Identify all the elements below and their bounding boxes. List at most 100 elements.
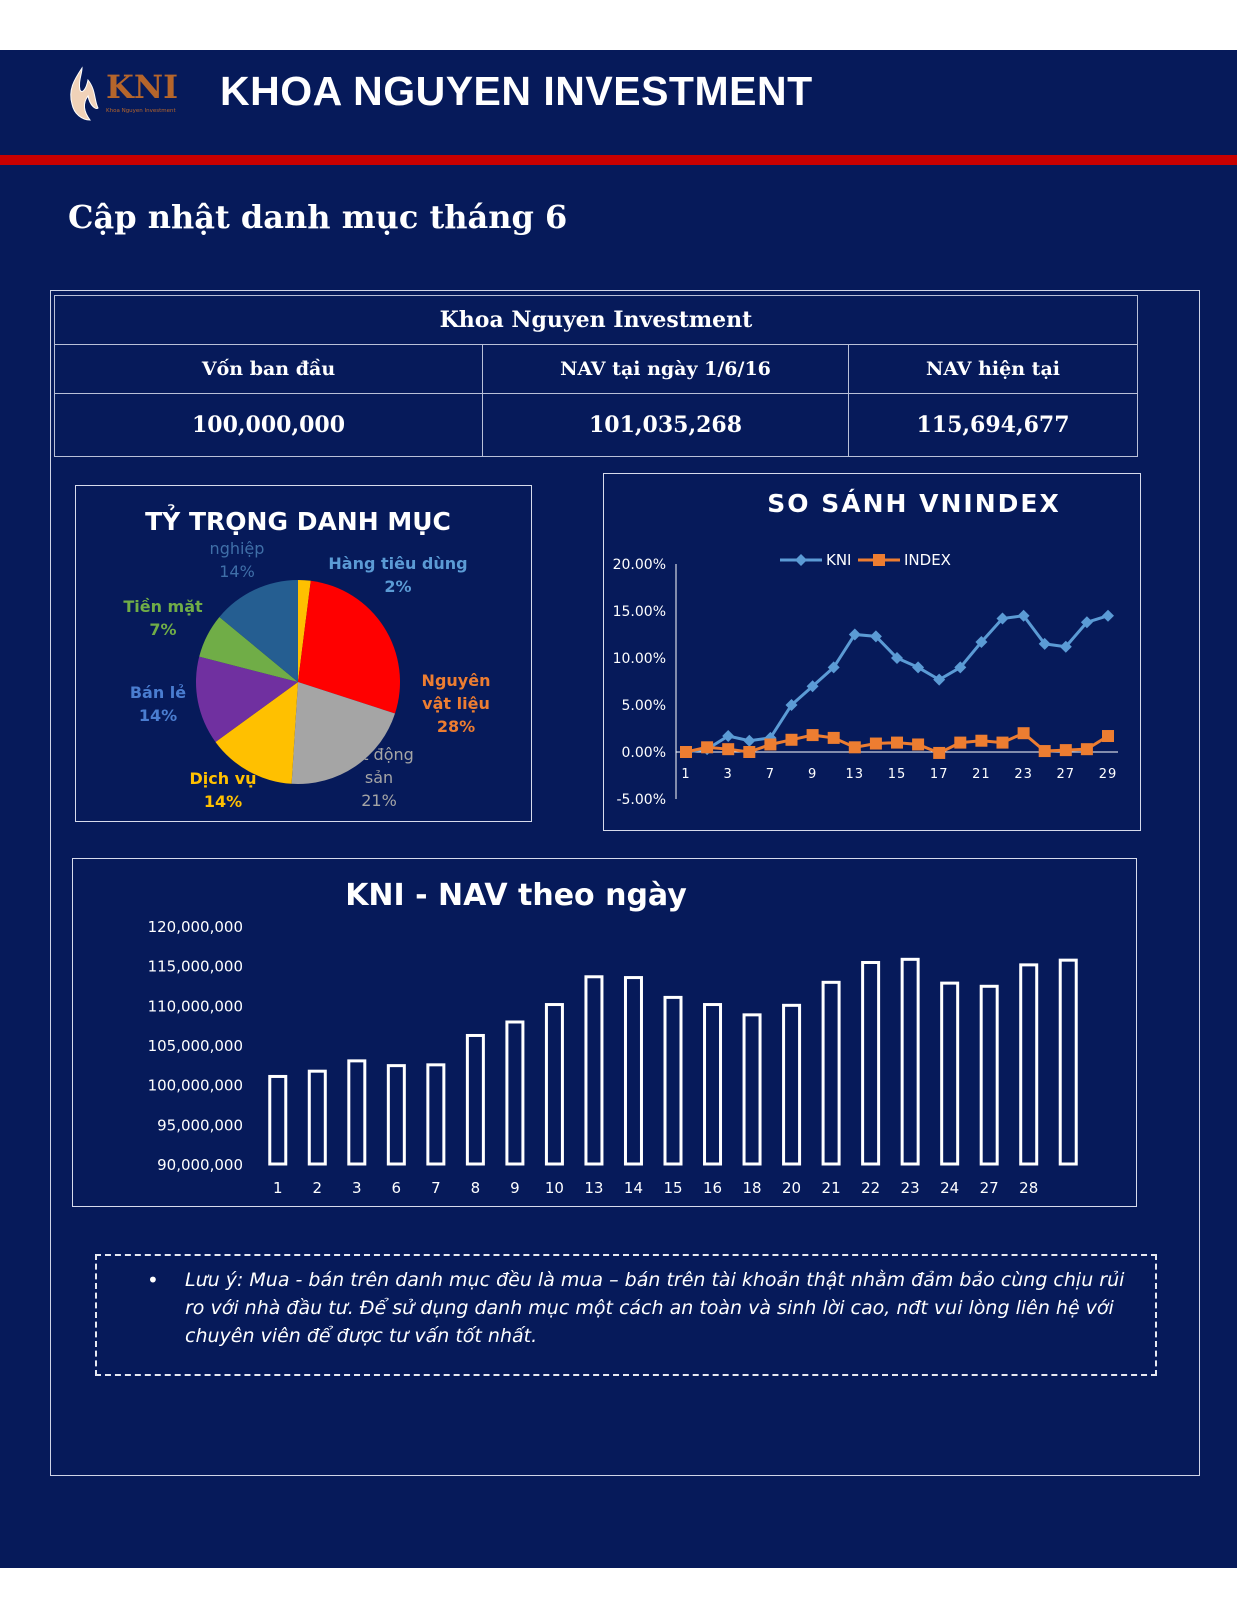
kni-point (869, 630, 882, 643)
bar-x-tick: 13 (584, 1179, 603, 1197)
bar-x-tick: 16 (703, 1179, 722, 1197)
nav-bar (426, 1063, 446, 1166)
header-initial-capital: Vốn ban đầu (54, 344, 483, 394)
bar-x-tick: 24 (940, 1179, 959, 1197)
table-caption-row: Khoa Nguyen Investment (54, 295, 1138, 345)
bar-x-tick: 20 (782, 1179, 801, 1197)
pie-slice-0 (298, 580, 311, 682)
line-series-kni (685, 614, 1109, 754)
index-point (1017, 727, 1030, 740)
bar-x-tick: 23 (901, 1179, 920, 1197)
index-point (680, 746, 692, 758)
nav-bar (1019, 963, 1039, 1166)
bar-y-tick: 95,000,000 (157, 1116, 243, 1134)
index-point (722, 743, 735, 756)
pie-pct-consumer: 2% (384, 577, 411, 596)
bar-y-tick: 100,000,000 (148, 1077, 243, 1095)
line-y-tick: 20.00% (613, 557, 666, 573)
pie-slice-2 (291, 682, 396, 784)
kni-point (1102, 609, 1114, 622)
company-name: KHOA NGUYEN INVESTMENT (220, 68, 813, 114)
line-x-tick: 13 (846, 767, 865, 782)
nav-bar (623, 976, 643, 1166)
index-point (912, 738, 925, 751)
header-divider (0, 155, 1237, 165)
kni-point (1080, 616, 1093, 629)
line-series (680, 609, 1114, 759)
kni-logo: KNI Khoa Nguyen Investment (70, 66, 178, 121)
line-x-tick: 3 (724, 767, 733, 782)
index-point (954, 736, 967, 749)
nav-bar (505, 1020, 525, 1166)
header-nav-current: NAV hiện tại (848, 344, 1138, 394)
nav-bar (307, 1069, 327, 1166)
pie-chart: TỶ TRỌNG DANH MỤC nghiệp 14% Hàng tiêu d… (123, 503, 490, 811)
line-x-tick: 9 (808, 767, 817, 782)
nav-summary-table: Khoa Nguyen Investment Vốn ban đầu NAV t… (54, 295, 1138, 457)
bar-x-tick: 3 (352, 1179, 362, 1197)
bar-chart-panel: KNI - NAV theo ngày 120,000,000 115,000,0… (72, 858, 1137, 1207)
logo-text: KNI (106, 68, 178, 106)
page-title: Cập nhật danh mục tháng 6 (68, 198, 568, 236)
pie-slice-4 (196, 656, 298, 742)
pie-slices (196, 580, 400, 784)
nav-bar (782, 1003, 802, 1166)
nav-bar (900, 957, 920, 1166)
bar-x-tick: 7 (431, 1179, 441, 1197)
legend-kni-label: KNI (826, 551, 851, 569)
pie-slice-5 (199, 616, 298, 682)
pie-pct-realestate: 21% (361, 791, 397, 810)
nav-bar (544, 1003, 564, 1166)
bar-y-axis: 120,000,000 115,000,000 110,000,000 105,000… (148, 918, 243, 1174)
index-point (933, 746, 946, 759)
bar-y-tick: 115,000,000 (148, 958, 243, 976)
table-value-row: 100,000,000 101,035,268 115,694,677 (54, 393, 1138, 457)
bar-chart-title: KNI - NAV theo ngày (345, 878, 687, 913)
pie-label-services: Dịch vụ (189, 769, 256, 788)
bar-x-tick: 2 (313, 1179, 323, 1197)
kni-point (806, 680, 819, 693)
nav-bar (703, 1003, 723, 1166)
bar-series (268, 957, 1078, 1166)
index-point (764, 738, 777, 751)
line-x-tick: 29 (1099, 767, 1118, 782)
kni-point (933, 673, 946, 686)
kni-point (848, 628, 861, 641)
pie-pct-services: 14% (204, 792, 242, 811)
bar-x-tick: 9 (510, 1179, 520, 1197)
pie-slice-1 (298, 580, 400, 714)
line-chart: SO SÁNH VNINDEX KNI INDEX 20.00%15.00%10… (613, 489, 1118, 808)
kni-point (891, 652, 903, 664)
header-nav-start: NAV tại ngày 1/6/16 (482, 344, 849, 394)
value-nav-start: 101,035,268 (482, 393, 849, 457)
nav-bar (821, 980, 841, 1166)
pie-label-cash: Tiền mặt (123, 597, 203, 616)
pie-slice-6 (219, 580, 298, 682)
pie-pct-materials: 28% (437, 717, 475, 736)
pie-label-realestate-2: sản (365, 768, 393, 787)
nav-bar (465, 1033, 485, 1166)
bar-x-tick: 1 (273, 1179, 283, 1197)
pie-pct-industry: 14% (219, 562, 255, 581)
logo-tagline: Khoa Nguyen Investment (106, 108, 177, 114)
bar-x-tick: 15 (663, 1179, 682, 1197)
kni-point (1017, 609, 1030, 622)
nav-bar (1058, 958, 1078, 1166)
bar-y-tick: 110,000,000 (148, 997, 243, 1015)
kni-point (1059, 640, 1072, 653)
nav-bar (940, 981, 960, 1166)
bar-x-tick: 21 (822, 1179, 841, 1197)
pie-label-materials-2: vật liệu (422, 694, 490, 713)
nav-bar (861, 960, 881, 1166)
nav-bar (584, 975, 604, 1166)
legend-index-label: INDEX (904, 551, 951, 569)
index-point (1038, 745, 1051, 758)
line-chart-panel: SO SÁNH VNINDEX KNI INDEX 20.00% 15.00% 10… (603, 473, 1141, 831)
kni-point (743, 734, 756, 747)
bar-x-tick: 22 (861, 1179, 880, 1197)
nav-bar (268, 1074, 288, 1166)
disclaimer-text: Lưu ý: Mua - bán trên danh mục đều là mu… (185, 1269, 1125, 1347)
index-point (743, 746, 756, 758)
kni-point (975, 636, 988, 649)
pie-pct-retail: 14% (139, 706, 177, 725)
